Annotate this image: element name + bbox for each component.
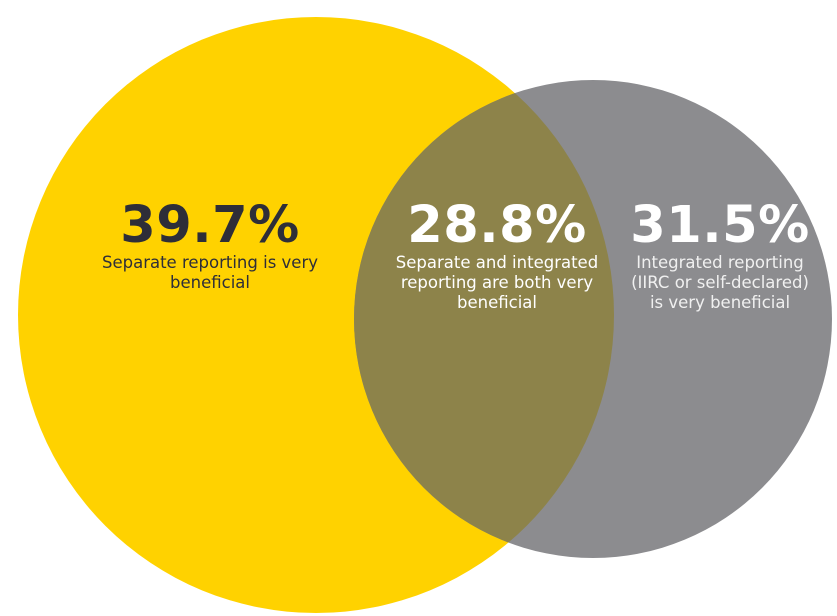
segment-middle-value: 28.8% — [407, 196, 587, 255]
segment-left-description: Separate reporting is very beneficial — [101, 253, 318, 292]
venn-overlap-region — [354, 80, 614, 558]
segment-middle-label: 28.8% Separate and integrated reporting … — [386, 200, 608, 313]
segment-left-label: 39.7% Separate reporting is very benefic… — [95, 200, 325, 293]
segment-right-description: Integrated reporting (IIRC or self-decla… — [631, 253, 809, 312]
segment-left-value: 39.7% — [120, 196, 300, 255]
segment-right-label: 31.5% Integrated reporting (IIRC or self… — [627, 200, 813, 313]
segment-middle-description: Separate and integrated reporting are bo… — [395, 253, 599, 312]
segment-right-value: 31.5% — [630, 196, 810, 255]
